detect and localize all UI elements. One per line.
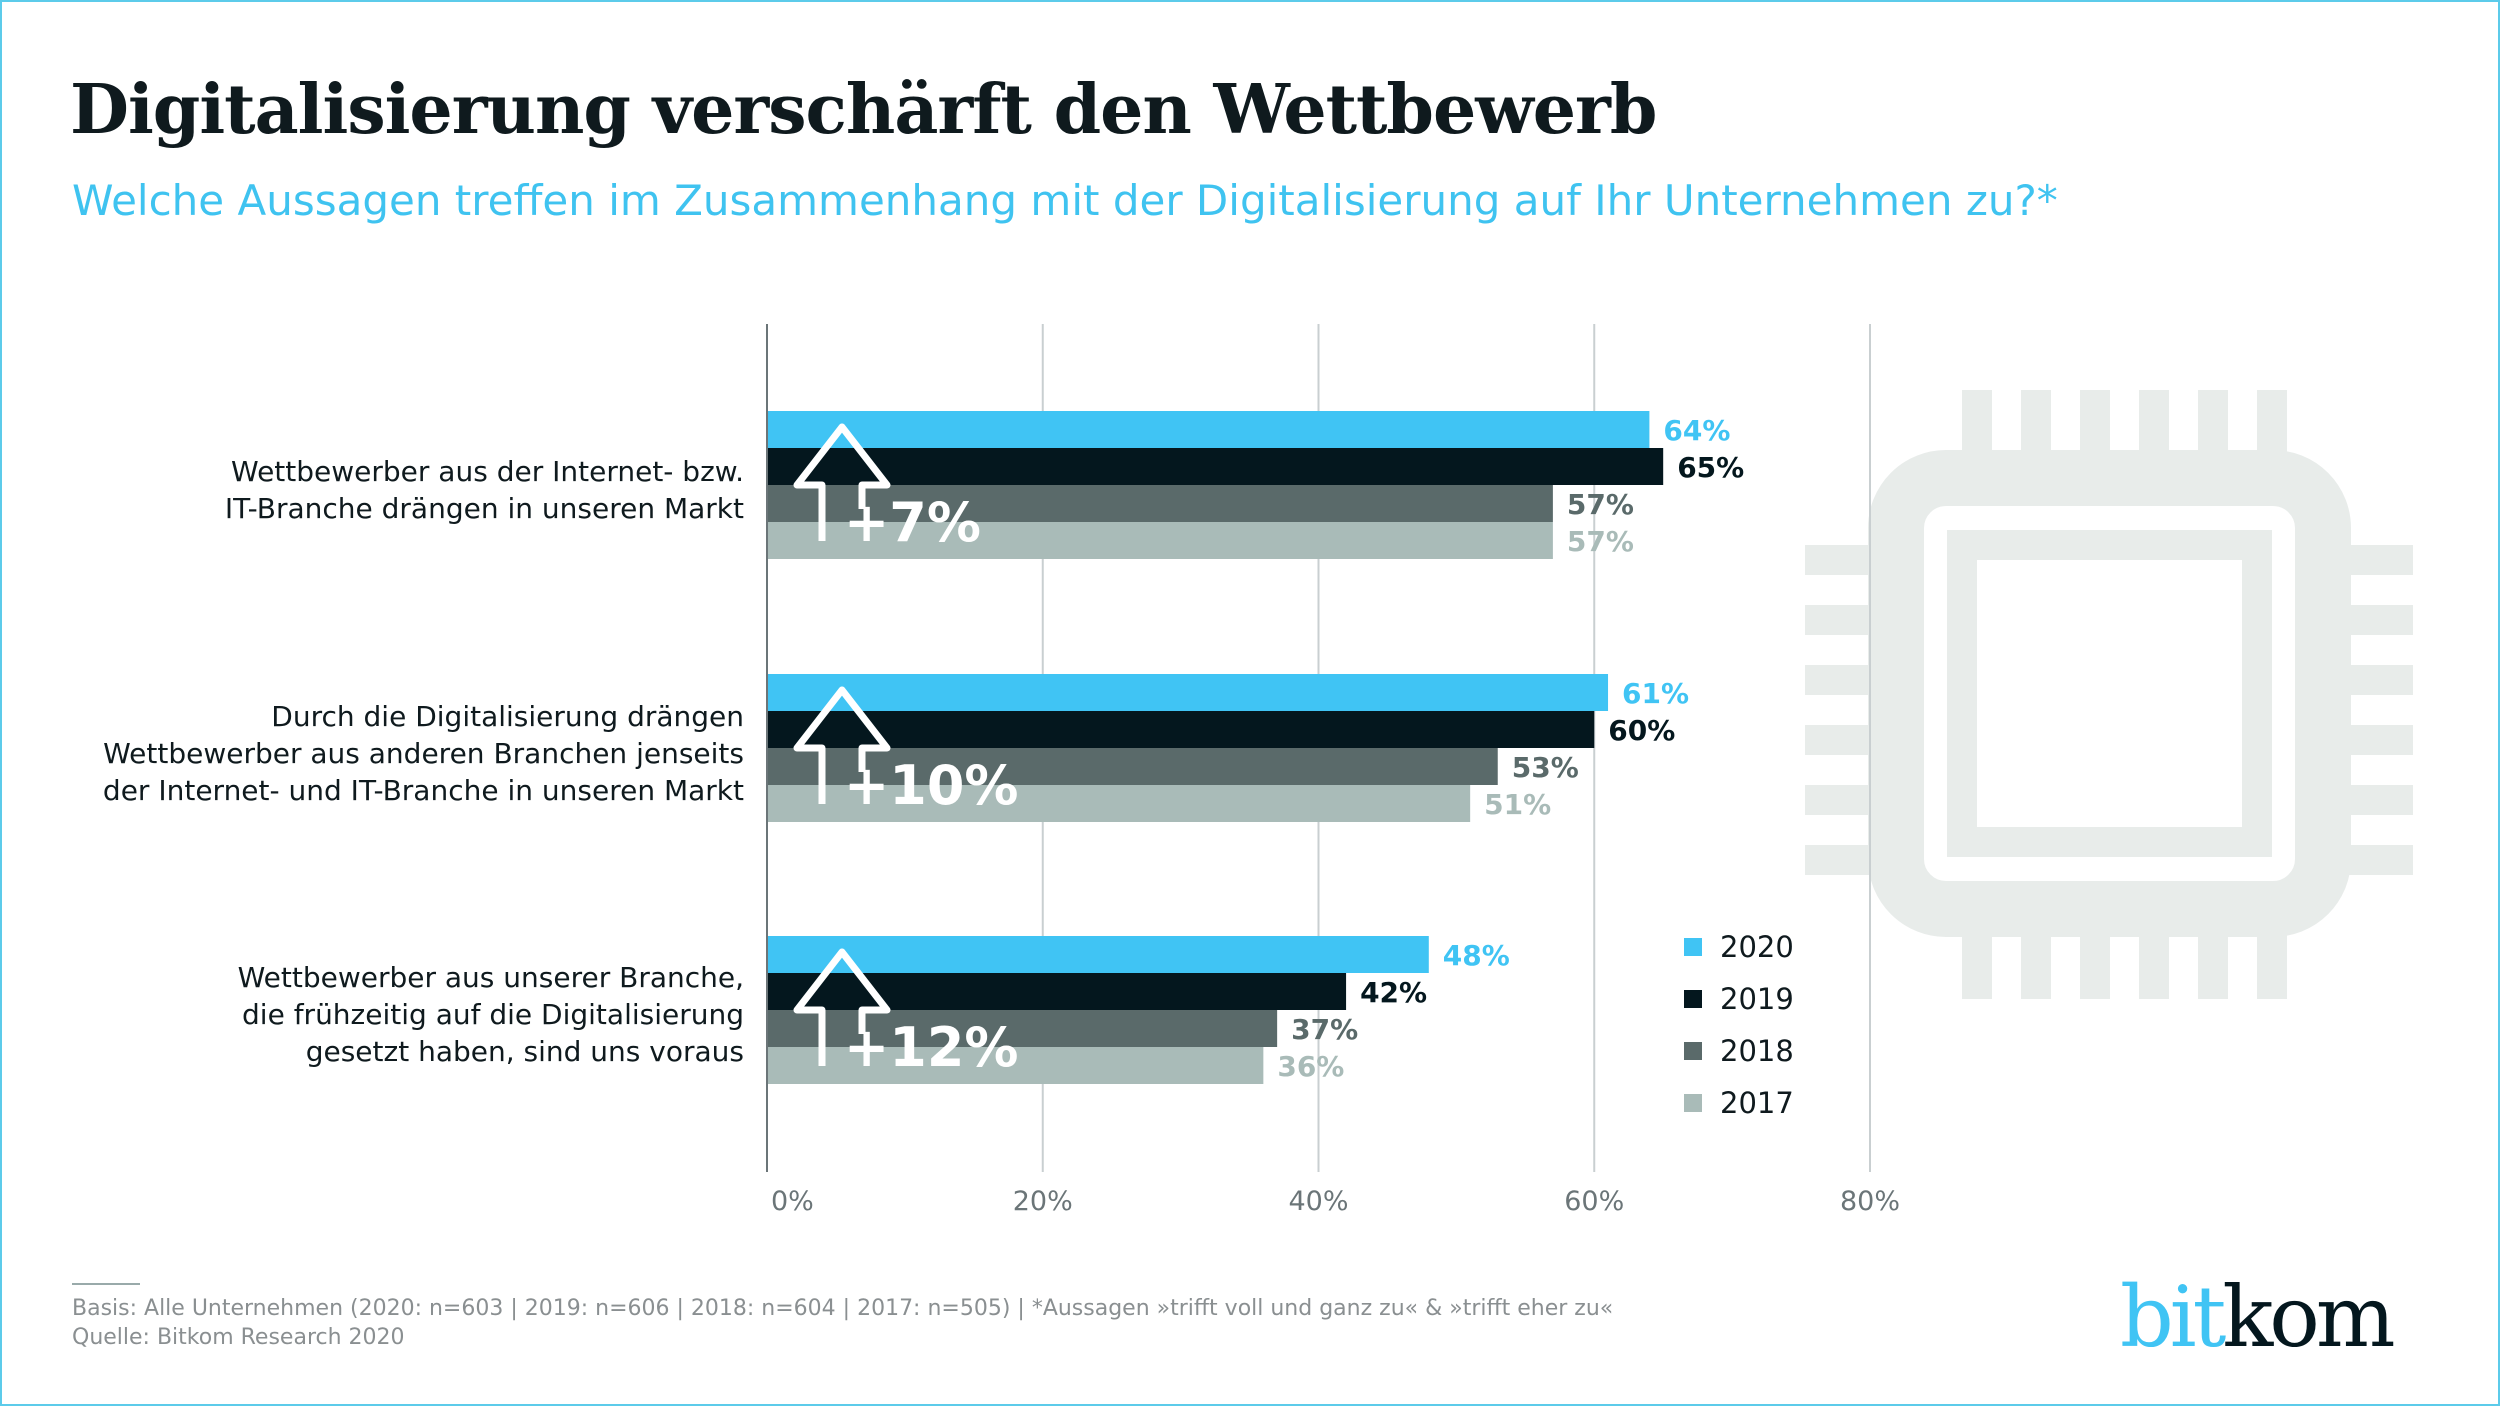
category-label: Durch die Digitalisierung drängen Wettbew…	[103, 698, 744, 809]
legend-label: 2017	[1720, 1086, 1794, 1120]
bar-2018	[767, 485, 1553, 522]
chip-pin	[1962, 935, 1992, 999]
category-label-line: IT-Branche drängen in unseren Markt	[224, 492, 744, 525]
data-label: 36%	[1277, 1050, 1344, 1083]
legend-item-2020: 2020	[1684, 930, 1794, 964]
legend-item-2018: 2018	[1684, 1034, 1794, 1068]
chip-pin	[2349, 605, 2413, 635]
category-label-line: der Internet- und IT-Branche in unseren …	[102, 773, 744, 807]
change-annotation: +7%	[844, 491, 981, 554]
chip-pin	[1805, 845, 1870, 875]
legend-label: 2020	[1720, 930, 1794, 964]
bar-2020	[767, 936, 1429, 973]
chip-pin	[2349, 545, 2413, 575]
legend-item-2017: 2017	[1684, 1086, 1794, 1120]
legend-swatch	[1684, 990, 1702, 1008]
chip-pin	[2021, 390, 2051, 452]
data-label: 64%	[1663, 414, 1730, 447]
category-label-line: Durch die Digitalisierung drängen	[271, 699, 744, 733]
change-annotation: +12%	[844, 1016, 1019, 1079]
bar-2017	[767, 785, 1471, 822]
legend-swatch	[1684, 938, 1702, 956]
legend-label: 2018	[1720, 1034, 1794, 1068]
chip-body	[1868, 450, 2351, 937]
chip-pin	[2080, 935, 2110, 999]
data-label: 60%	[1608, 714, 1675, 747]
x-tick-label: 20%	[1013, 1186, 1073, 1217]
x-tick-label: 40%	[1288, 1186, 1348, 1217]
chip-pin	[2349, 725, 2413, 755]
bitkom-logo: bitkom	[2120, 1268, 2396, 1366]
chip-pin	[2080, 390, 2110, 452]
chip-pin	[2257, 935, 2287, 999]
bar-2020	[767, 411, 1650, 448]
footer-source: Quelle: Bitkom Research 2020	[72, 1325, 405, 1350]
data-label: 42%	[1360, 976, 1427, 1009]
category-label-line: Wettbewerber aus der Internet- bzw.	[231, 455, 744, 488]
chip-pin	[2139, 390, 2169, 452]
legend-item-2019: 2019	[1684, 982, 1794, 1016]
chip-pin	[2257, 390, 2287, 452]
bar-2019	[767, 448, 1664, 485]
footer-divider	[72, 1283, 140, 1285]
up-arrow-icon	[793, 686, 891, 804]
data-label: 57%	[1567, 525, 1634, 558]
bar-2020	[767, 674, 1609, 711]
chip-pin	[2349, 845, 2413, 875]
data-label: 53%	[1512, 751, 1579, 784]
data-label: 65%	[1677, 451, 1744, 484]
bar-2018	[767, 748, 1498, 785]
change-annotation: +10%	[844, 754, 1019, 817]
chip-pin	[1805, 665, 1870, 695]
category-label-line: die frühzeitig auf die Digitalisierung	[242, 997, 744, 1031]
bar-2019	[767, 973, 1347, 1010]
bar-2017	[767, 522, 1553, 559]
footer-basis: Basis: Alle Unternehmen (2020: n=603 | 2…	[72, 1296, 1614, 1321]
data-label: 57%	[1567, 488, 1634, 521]
chip-core	[1947, 530, 2272, 857]
chip-pin	[1805, 785, 1870, 815]
chip-pin	[1805, 725, 1870, 755]
chip-pin	[2021, 935, 2051, 999]
x-tick-label: 0%	[771, 1186, 814, 1217]
chip-pin	[2349, 785, 2413, 815]
category-label-line: Wettbewerber aus unserer Branche,	[237, 960, 744, 994]
category-label-line: gesetzt haben, sind uns voraus	[305, 1034, 744, 1068]
up-arrow-icon	[793, 423, 891, 541]
chip-pin	[2198, 390, 2228, 452]
legend-swatch	[1684, 1042, 1702, 1060]
legend-label: 2019	[1720, 982, 1794, 1016]
chip-pin	[1805, 605, 1870, 635]
data-label: 48%	[1443, 939, 1510, 972]
x-tick-label: 80%	[1840, 1186, 1900, 1217]
category-label-line: Wettbewerber aus anderen Branchen jensei…	[103, 736, 744, 770]
chip-pin	[1805, 545, 1870, 575]
bar-2019	[767, 711, 1595, 748]
legend-swatch	[1684, 1094, 1702, 1112]
category-label: Wettbewerber aus unserer Branche, die frü…	[238, 959, 744, 1070]
chip-pin	[1962, 390, 1992, 452]
category-label: Wettbewerber aus der Internet- bzw. IT-Br…	[225, 453, 744, 527]
x-tick-label: 60%	[1564, 1186, 1624, 1217]
data-label: 37%	[1291, 1013, 1358, 1046]
data-label: 61%	[1622, 677, 1689, 710]
chart-title: Digitalisierung verschärft den Wettbewer…	[70, 70, 1657, 150]
chip-pin	[2349, 665, 2413, 695]
data-label: 51%	[1484, 788, 1551, 821]
up-arrow-icon	[793, 948, 891, 1066]
bar-2018	[767, 1010, 1278, 1047]
chart-subtitle: Welche Aussagen treffen im Zusammenhang …	[72, 176, 2058, 225]
bar-2017	[767, 1047, 1264, 1084]
chip-pin	[2139, 935, 2169, 999]
chip-pin	[2198, 935, 2228, 999]
